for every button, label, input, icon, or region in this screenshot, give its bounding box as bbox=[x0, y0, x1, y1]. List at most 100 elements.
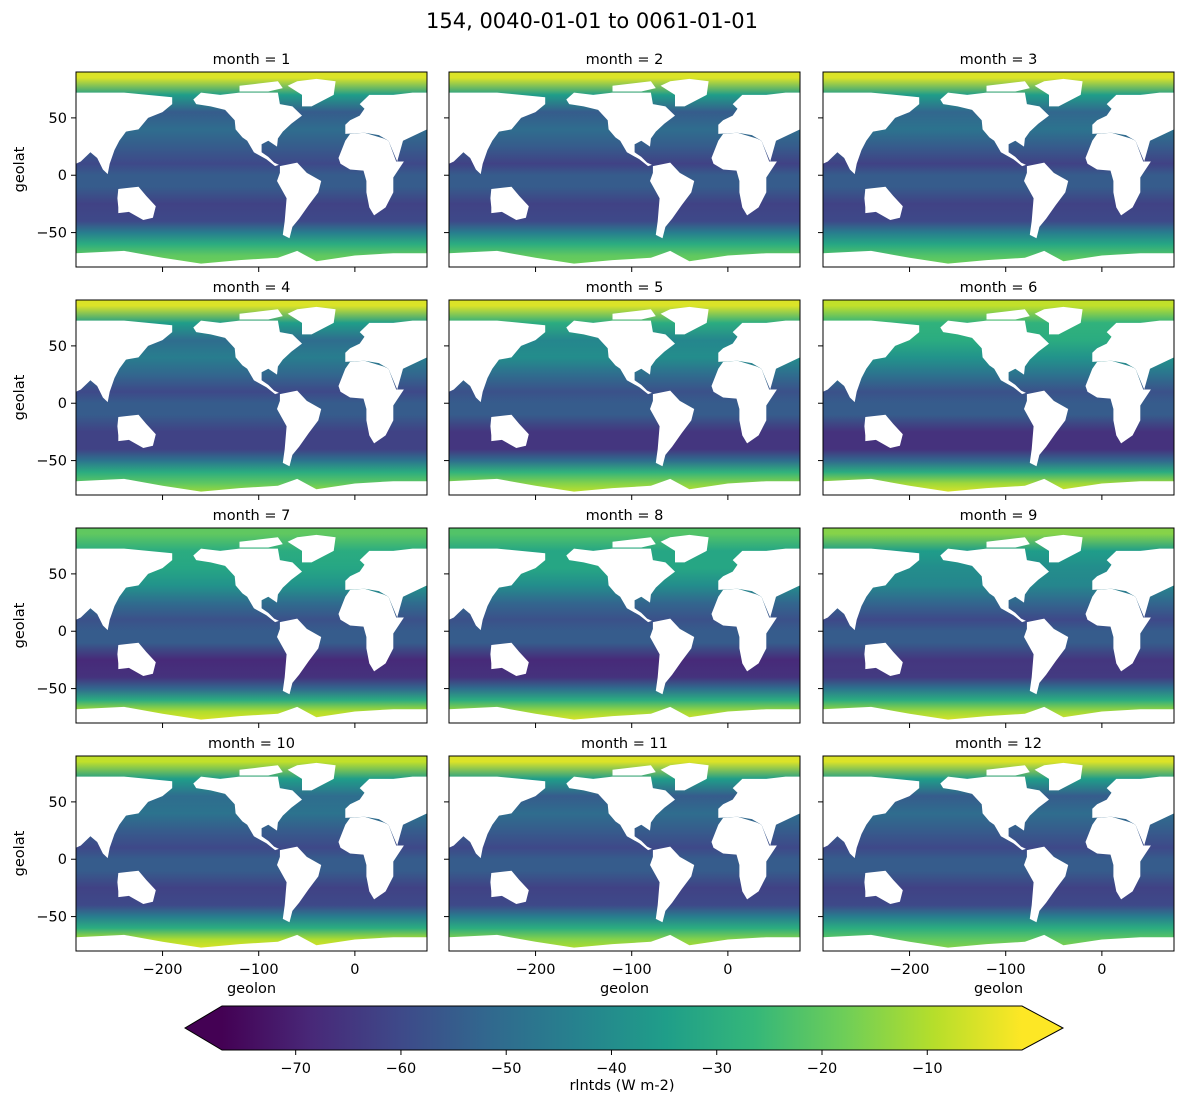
y-tick-label: −50 bbox=[36, 454, 67, 470]
africa-land bbox=[1085, 360, 1151, 444]
australia-land bbox=[864, 414, 903, 448]
facet-title: month = 2 bbox=[586, 52, 664, 68]
axes-frame bbox=[448, 299, 801, 496]
greenland-land bbox=[660, 306, 709, 335]
south-america-land bbox=[650, 618, 695, 695]
antarctica-land bbox=[449, 934, 800, 951]
antarctica-land bbox=[449, 706, 800, 723]
africa-land bbox=[711, 588, 777, 672]
australia-land bbox=[490, 642, 529, 676]
colorbar-tick-label: −10 bbox=[912, 1061, 943, 1077]
antarctica-land bbox=[76, 934, 427, 951]
x-axis-label: geolon bbox=[600, 981, 649, 997]
australia-land bbox=[864, 186, 903, 220]
eurasia-land bbox=[718, 548, 800, 618]
asia-west-land bbox=[823, 548, 920, 631]
greenland-land bbox=[1034, 534, 1083, 563]
australia-land bbox=[117, 186, 156, 220]
y-axis-label: geolat bbox=[12, 602, 28, 648]
y-tick-label: 0 bbox=[58, 852, 67, 868]
axes-frame bbox=[448, 755, 801, 952]
y-axis-label: geolat bbox=[12, 146, 28, 192]
colorbar-tick-label: −50 bbox=[491, 1061, 522, 1077]
greenland-land bbox=[287, 306, 336, 335]
asia-west-land bbox=[449, 548, 546, 631]
arctic-islands-land bbox=[612, 765, 656, 776]
eurasia-land bbox=[1092, 92, 1174, 162]
facet-panel: month = 11 −200 −100 0 geolon bbox=[444, 736, 801, 997]
facet-panel: month = 10 −200 −100 0 geolon 50 0 −50 geolat bbox=[12, 736, 428, 997]
arctic-islands-land bbox=[986, 81, 1030, 92]
south-america-land bbox=[1024, 390, 1069, 467]
antarctica-land bbox=[449, 250, 800, 267]
y-tick-label: 50 bbox=[49, 111, 67, 127]
africa-land bbox=[711, 360, 777, 444]
eurasia-land bbox=[1092, 776, 1174, 846]
axes-frame bbox=[75, 755, 428, 952]
australia-land bbox=[117, 642, 156, 676]
north-america-land bbox=[193, 776, 302, 851]
facet-panel: month = 12 −200 −100 0 geolon bbox=[818, 736, 1175, 997]
x-tick-label: −100 bbox=[612, 962, 652, 978]
y-tick-label: 0 bbox=[58, 168, 67, 184]
greenland-land bbox=[1034, 306, 1083, 335]
north-america-land bbox=[193, 548, 302, 623]
y-axis-label: geolat bbox=[12, 374, 28, 420]
facet-panel: month = 2 bbox=[444, 52, 801, 272]
australia-land bbox=[490, 186, 529, 220]
colorbar-gradient bbox=[222, 1006, 1022, 1050]
y-axis-label: geolat bbox=[12, 830, 28, 876]
arctic-islands-land bbox=[239, 765, 283, 776]
south-america-land bbox=[277, 846, 322, 923]
x-tick-label: −200 bbox=[516, 962, 556, 978]
arctic-islands-land bbox=[612, 537, 656, 548]
x-axis-label: geolon bbox=[974, 981, 1023, 997]
australia-land bbox=[864, 642, 903, 676]
colorbar-extend-max bbox=[1022, 1006, 1063, 1050]
north-america-land bbox=[566, 320, 675, 395]
facet-title: month = 5 bbox=[586, 280, 664, 296]
africa-land bbox=[1085, 816, 1151, 900]
asia-west-land bbox=[823, 320, 920, 403]
asia-west-land bbox=[76, 320, 173, 403]
eurasia-land bbox=[345, 92, 427, 162]
facet-title: month = 6 bbox=[960, 280, 1038, 296]
north-america-land bbox=[940, 92, 1049, 167]
antarctica-land bbox=[76, 250, 427, 267]
x-tick-label: 0 bbox=[723, 962, 732, 978]
antarctica-land bbox=[449, 478, 800, 495]
axes-frame bbox=[448, 71, 801, 268]
greenland-land bbox=[660, 78, 709, 107]
australia-land bbox=[490, 870, 529, 904]
colorbar-tick-label: −40 bbox=[596, 1061, 627, 1077]
facet-title: month = 3 bbox=[960, 52, 1038, 68]
south-america-land bbox=[1024, 618, 1069, 695]
antarctica-land bbox=[823, 706, 1174, 723]
colorbar-extend-min bbox=[185, 1006, 222, 1050]
antarctica-land bbox=[823, 250, 1174, 267]
greenland-land bbox=[1034, 78, 1083, 107]
south-america-land bbox=[277, 162, 322, 239]
asia-west-land bbox=[823, 92, 920, 175]
antarctica-land bbox=[76, 706, 427, 723]
facet-title: month = 11 bbox=[581, 736, 668, 752]
colorbar-tick-label: −30 bbox=[701, 1061, 732, 1077]
x-axis-label: geolon bbox=[227, 981, 276, 997]
africa-land bbox=[711, 816, 777, 900]
axes-frame bbox=[75, 527, 428, 724]
north-america-land bbox=[566, 776, 675, 851]
greenland-land bbox=[287, 762, 336, 791]
africa-land bbox=[338, 360, 404, 444]
y-tick-label: 50 bbox=[49, 339, 67, 355]
facet-title: month = 12 bbox=[955, 736, 1042, 752]
axes-frame bbox=[822, 299, 1175, 496]
south-america-land bbox=[650, 390, 695, 467]
north-america-land bbox=[566, 548, 675, 623]
axes-frame bbox=[75, 71, 428, 268]
facet-panel: month = 3 bbox=[818, 52, 1175, 272]
north-america-land bbox=[940, 776, 1049, 851]
y-tick-label: 50 bbox=[49, 567, 67, 583]
eurasia-land bbox=[345, 776, 427, 846]
axes-frame bbox=[448, 527, 801, 724]
